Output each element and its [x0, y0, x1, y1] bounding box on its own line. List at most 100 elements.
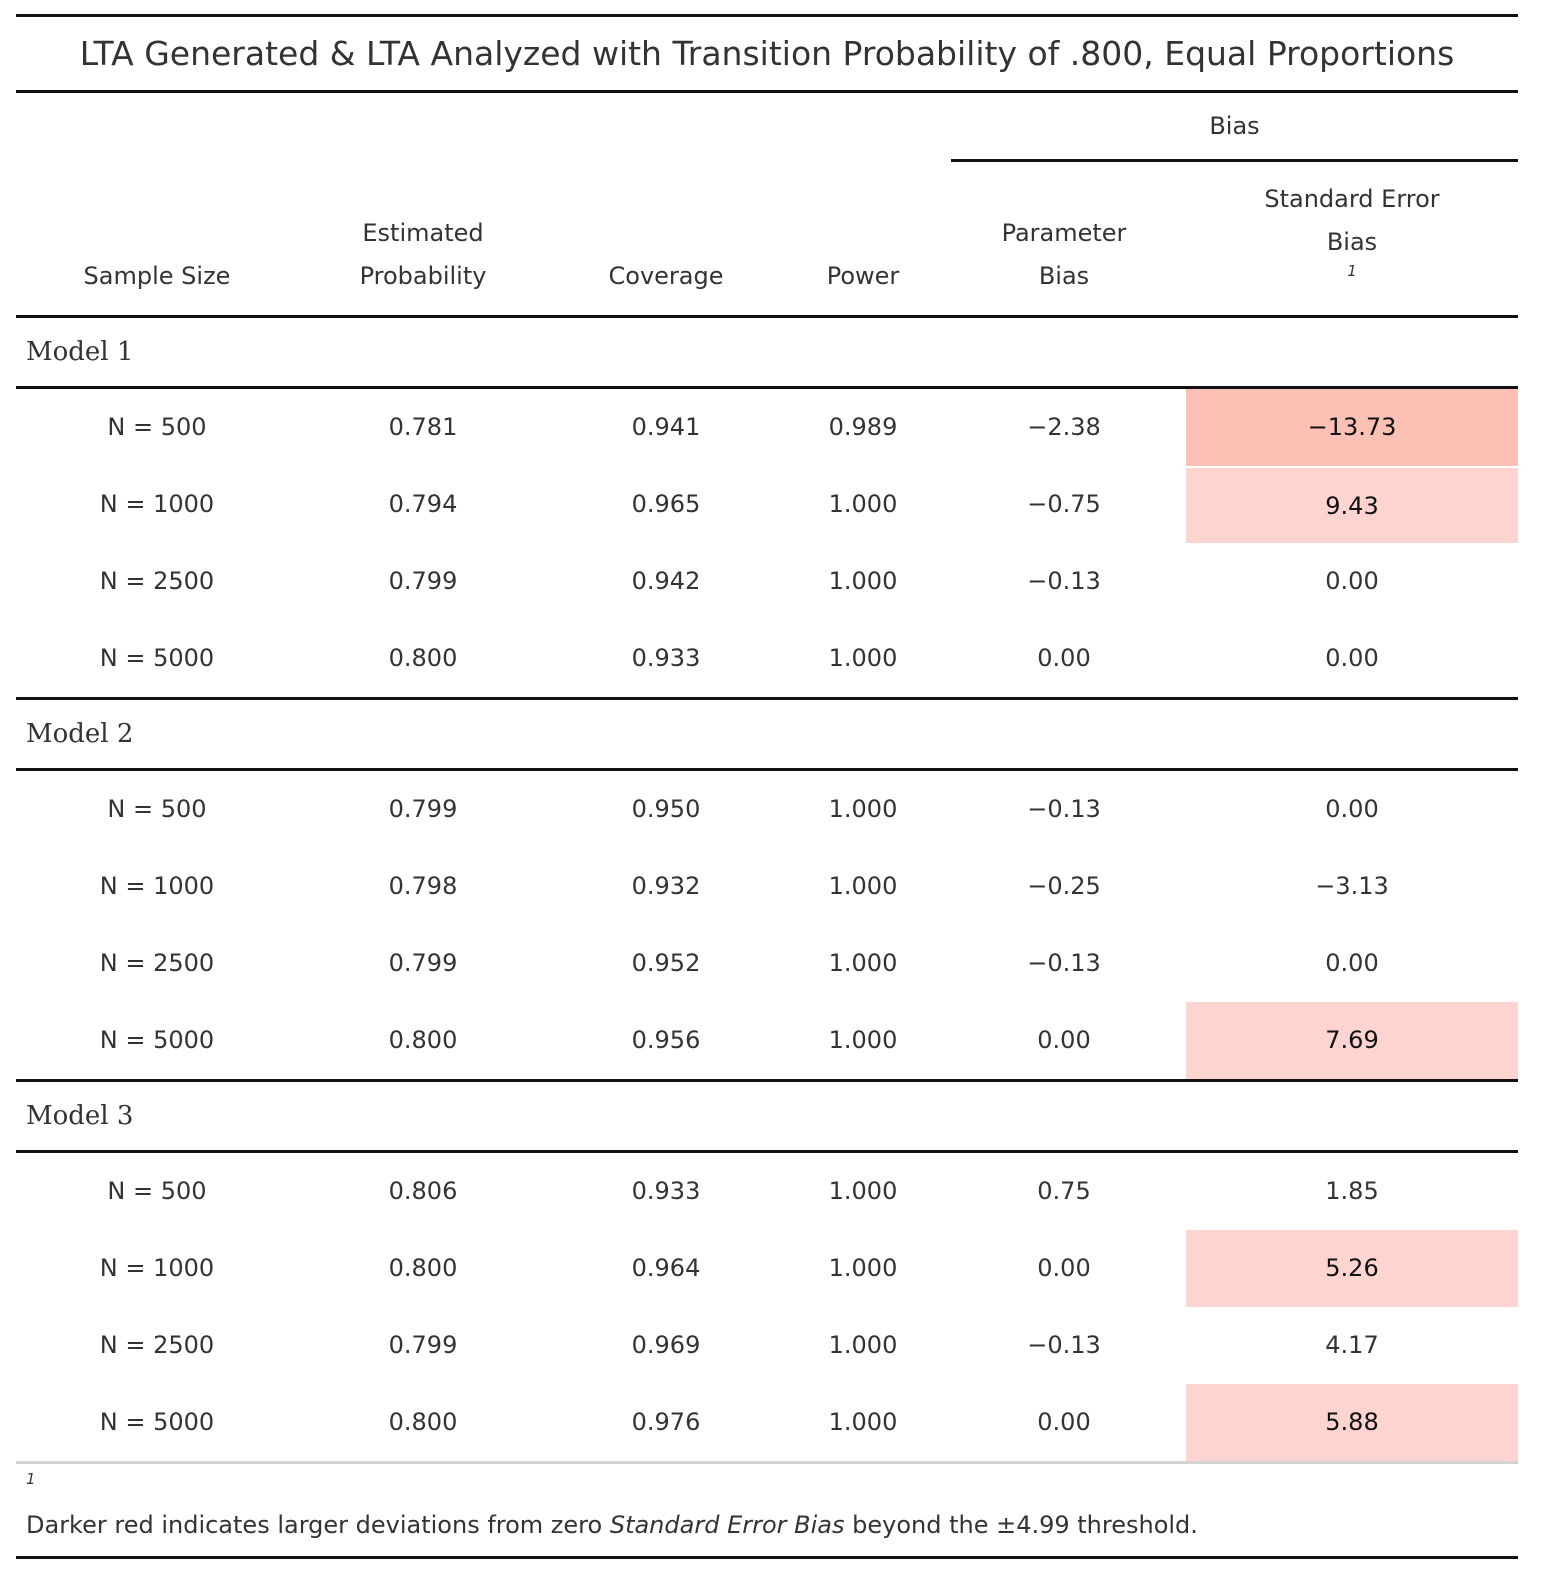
table-row: N = 500 0.799 0.950 1.000 −0.13 0.00	[16, 771, 1518, 848]
cell-coverage: 0.965	[631, 490, 701, 518]
bias-spanner-label: Bias	[951, 93, 1518, 162]
cell-power: 1.000	[828, 1408, 898, 1436]
cell-sample-size: N = 1000	[99, 1254, 215, 1282]
cell-estimated-probability: 0.799	[388, 567, 458, 595]
cell-parameter-bias: 0.75	[1037, 1177, 1091, 1205]
header-estimated-line2: Probability	[359, 262, 487, 290]
cell-coverage: 0.952	[631, 949, 701, 977]
cell-se-bias: 0.00	[1325, 567, 1379, 595]
column-header-coverage: Coverage	[548, 255, 784, 298]
table-row: N = 2500 0.799 0.969 1.000 −0.13 4.17	[16, 1307, 1518, 1384]
header-estimated-line1: Estimated	[362, 219, 484, 247]
column-header-se-bias: Standard Error Bias 1	[1186, 178, 1518, 279]
table-body-bottom-rule	[16, 1461, 1518, 1464]
cell-se-bias: 1.85	[1325, 1177, 1379, 1205]
cell-sample-size: N = 1000	[99, 872, 215, 900]
cell-parameter-bias: −0.25	[1027, 872, 1101, 900]
cell-parameter-bias: 0.00	[1037, 644, 1091, 672]
cell-power: 0.989	[828, 413, 898, 441]
cell-coverage: 0.941	[631, 413, 701, 441]
cell-power: 1.000	[828, 490, 898, 518]
cell-sample-size: N = 2500	[99, 1331, 215, 1359]
cell-se-bias: −13.73	[1186, 389, 1518, 466]
table-row: N = 5000 0.800 0.956 1.000 0.00 7.69	[16, 1002, 1518, 1079]
header-parameter-line2: Bias	[1038, 262, 1090, 290]
cell-coverage: 0.933	[631, 644, 701, 672]
cell-parameter-bias: −0.75	[1027, 490, 1101, 518]
cell-estimated-probability: 0.799	[388, 1331, 458, 1359]
cell-se-bias: 5.26	[1186, 1230, 1518, 1307]
cell-se-bias: 0.00	[1325, 644, 1379, 672]
table-row: N = 5000 0.800 0.976 1.000 0.00 5.88	[16, 1384, 1518, 1461]
cell-estimated-probability: 0.806	[388, 1177, 458, 1205]
header-power-text: Power	[826, 262, 900, 290]
header-parameter-line1: Parameter	[1001, 219, 1127, 247]
table-row: N = 5000 0.800 0.933 1.000 0.00 0.00	[16, 620, 1518, 697]
cell-parameter-bias: −2.38	[1027, 413, 1101, 441]
table-row: N = 2500 0.799 0.942 1.000 −0.13 0.00	[16, 543, 1518, 620]
table-body: Model 1 N = 500 0.781 0.941 0.989 −2.38 −13.73…	[16, 318, 1518, 1461]
cell-parameter-bias: 0.00	[1037, 1026, 1091, 1054]
header-coverage-text: Coverage	[608, 262, 724, 290]
cell-se-bias: 0.00	[1325, 795, 1379, 823]
header-se-footnote-mark: 1	[1347, 262, 1357, 280]
cell-power: 1.000	[828, 567, 898, 595]
header-se-line1: Standard Error	[1264, 185, 1440, 213]
table-row: N = 1000 0.794 0.965 1.000 −0.75 9.43	[16, 466, 1518, 543]
cell-estimated-probability: 0.799	[388, 795, 458, 823]
cell-coverage: 0.942	[631, 567, 701, 595]
cell-estimated-probability: 0.781	[388, 413, 458, 441]
cell-estimated-probability: 0.800	[388, 1254, 458, 1282]
cell-sample-size: N = 500	[107, 413, 207, 441]
table-row: N = 2500 0.799 0.952 1.000 −0.13 0.00	[16, 925, 1518, 1002]
cell-parameter-bias: 0.00	[1037, 1408, 1091, 1436]
table-row: N = 500 0.781 0.941 0.989 −2.38 −13.73	[16, 389, 1518, 466]
table-row: N = 500 0.806 0.933 1.000 0.75 1.85	[16, 1153, 1518, 1230]
cell-power: 1.000	[828, 795, 898, 823]
group-label: Model 1	[16, 318, 1518, 389]
cell-se-bias: −3.13	[1315, 872, 1389, 900]
cell-se-bias: 5.88	[1186, 1384, 1518, 1461]
table-title: LTA Generated & LTA Analyzed with Transi…	[16, 17, 1518, 93]
column-header-parameter-bias: Parameter Bias	[942, 212, 1186, 298]
cell-se-bias: 7.69	[1186, 1002, 1518, 1079]
cell-estimated-probability: 0.800	[388, 644, 458, 672]
cell-sample-size: N = 500	[107, 795, 207, 823]
footnote-text-after: beyond the ±4.99 threshold.	[844, 1511, 1198, 1539]
cell-sample-size: N = 5000	[99, 1408, 215, 1436]
header-sample-size-text: Sample Size	[83, 262, 231, 290]
cell-estimated-probability: 0.800	[388, 1408, 458, 1436]
group-label: Model 3	[16, 1082, 1518, 1153]
group-separator	[16, 697, 1518, 700]
table-bottom-rule	[16, 1556, 1518, 1559]
column-header-estimated-probability: Estimated Probability	[298, 212, 548, 298]
cell-estimated-probability: 0.800	[388, 1026, 458, 1054]
cell-coverage: 0.976	[631, 1408, 701, 1436]
cell-se-bias: 9.43	[1186, 466, 1518, 543]
footnote-text-emphasis: Standard Error Bias	[609, 1511, 845, 1539]
cell-sample-size: N = 500	[107, 1177, 207, 1205]
table-top-rule	[16, 14, 1518, 17]
header-se-line2: Bias	[1326, 228, 1378, 256]
cell-parameter-bias: 0.00	[1037, 1254, 1091, 1282]
results-table: LTA Generated & LTA Analyzed with Transi…	[16, 14, 1518, 1559]
cell-se-bias: 4.17	[1325, 1331, 1379, 1359]
table-row: N = 1000 0.800 0.964 1.000 0.00 5.26	[16, 1230, 1518, 1307]
group-label: Model 2	[16, 700, 1518, 771]
footnote-text: Darker red indicates larger deviations f…	[16, 1494, 1518, 1556]
cell-power: 1.000	[828, 1177, 898, 1205]
cell-estimated-probability: 0.794	[388, 490, 458, 518]
cell-coverage: 0.933	[631, 1177, 701, 1205]
table-row: N = 1000 0.798 0.932 1.000 −0.25 −3.13	[16, 848, 1518, 925]
cell-sample-size: N = 2500	[99, 567, 215, 595]
cell-sample-size: N = 5000	[99, 1026, 215, 1054]
column-header-power: Power	[784, 255, 942, 298]
cell-power: 1.000	[828, 872, 898, 900]
cell-parameter-bias: −0.13	[1027, 949, 1101, 977]
cell-coverage: 0.956	[631, 1026, 701, 1054]
cell-power: 1.000	[828, 949, 898, 977]
cell-coverage: 0.950	[631, 795, 701, 823]
cell-parameter-bias: −0.13	[1027, 567, 1101, 595]
cell-power: 1.000	[828, 644, 898, 672]
cell-estimated-probability: 0.798	[388, 872, 458, 900]
